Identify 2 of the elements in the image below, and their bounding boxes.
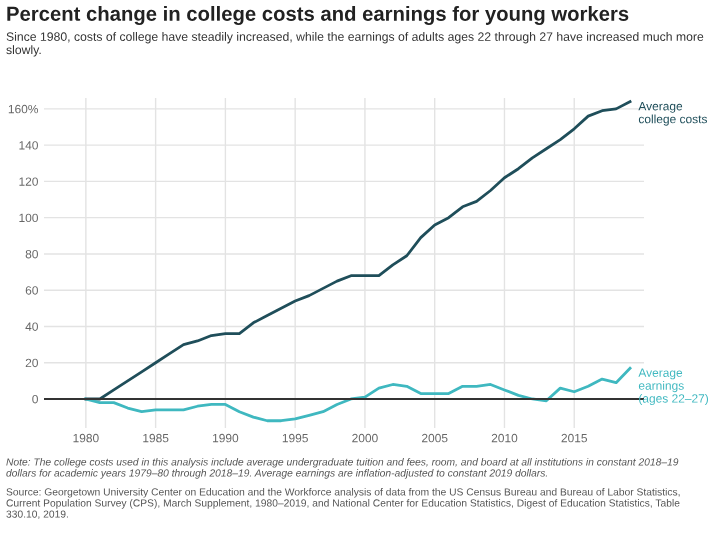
line-series [84,366,632,423]
chart-title: Percent change in college costs and earnings for young workers [7,6,629,25]
